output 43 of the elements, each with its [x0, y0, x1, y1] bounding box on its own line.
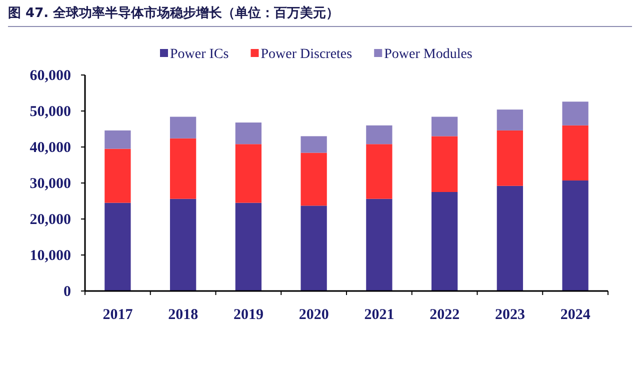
legend-label: Power Modules: [384, 47, 472, 62]
bar: [235, 122, 262, 144]
y-tick-label: 60,000: [30, 68, 71, 84]
legend-label: Power Discretes: [260, 47, 352, 62]
bar: [366, 144, 392, 199]
x-tick-label: 2017: [102, 307, 134, 323]
bar: [104, 130, 131, 149]
bar: [300, 136, 327, 153]
x-tick-label: 2020: [298, 307, 329, 323]
chart-title: 图 47. 全球功率半导体市场稳步增长（单位：百万美元）: [8, 4, 340, 22]
y-tick-label: 20,000: [30, 212, 71, 228]
bar: [170, 198, 196, 291]
bar: [300, 206, 327, 291]
legend-label: Power ICs: [170, 47, 229, 62]
x-tick-label: 2023: [494, 307, 525, 323]
bar: [170, 138, 196, 199]
bar: [431, 192, 458, 291]
bar: [104, 202, 131, 291]
x-tick-label: 2019: [233, 307, 264, 323]
bar: [431, 116, 458, 136]
bar: [170, 116, 196, 138]
bar: [562, 180, 588, 291]
y-tick-label: 0: [64, 284, 71, 300]
y-tick-label: 10,000: [30, 248, 71, 264]
bar: [496, 130, 524, 186]
x-tick-label: 2024: [560, 307, 591, 323]
bar: [431, 136, 458, 192]
bar: [366, 125, 392, 144]
bar: [496, 186, 524, 291]
bar: [235, 202, 262, 291]
bar: [235, 144, 262, 203]
bar: [496, 110, 524, 130]
bar: [104, 148, 131, 203]
bar: [366, 198, 392, 291]
y-tick-label: 50,000: [30, 104, 71, 120]
x-tick-label: 2022: [430, 307, 460, 323]
y-tick-label: 40,000: [30, 140, 71, 156]
bar: [562, 102, 588, 126]
bar: [562, 125, 588, 180]
x-tick-label: 2018: [168, 307, 198, 323]
y-tick-label: 30,000: [30, 176, 71, 192]
x-tick-label: 2021: [364, 307, 394, 323]
bar: [300, 152, 327, 206]
